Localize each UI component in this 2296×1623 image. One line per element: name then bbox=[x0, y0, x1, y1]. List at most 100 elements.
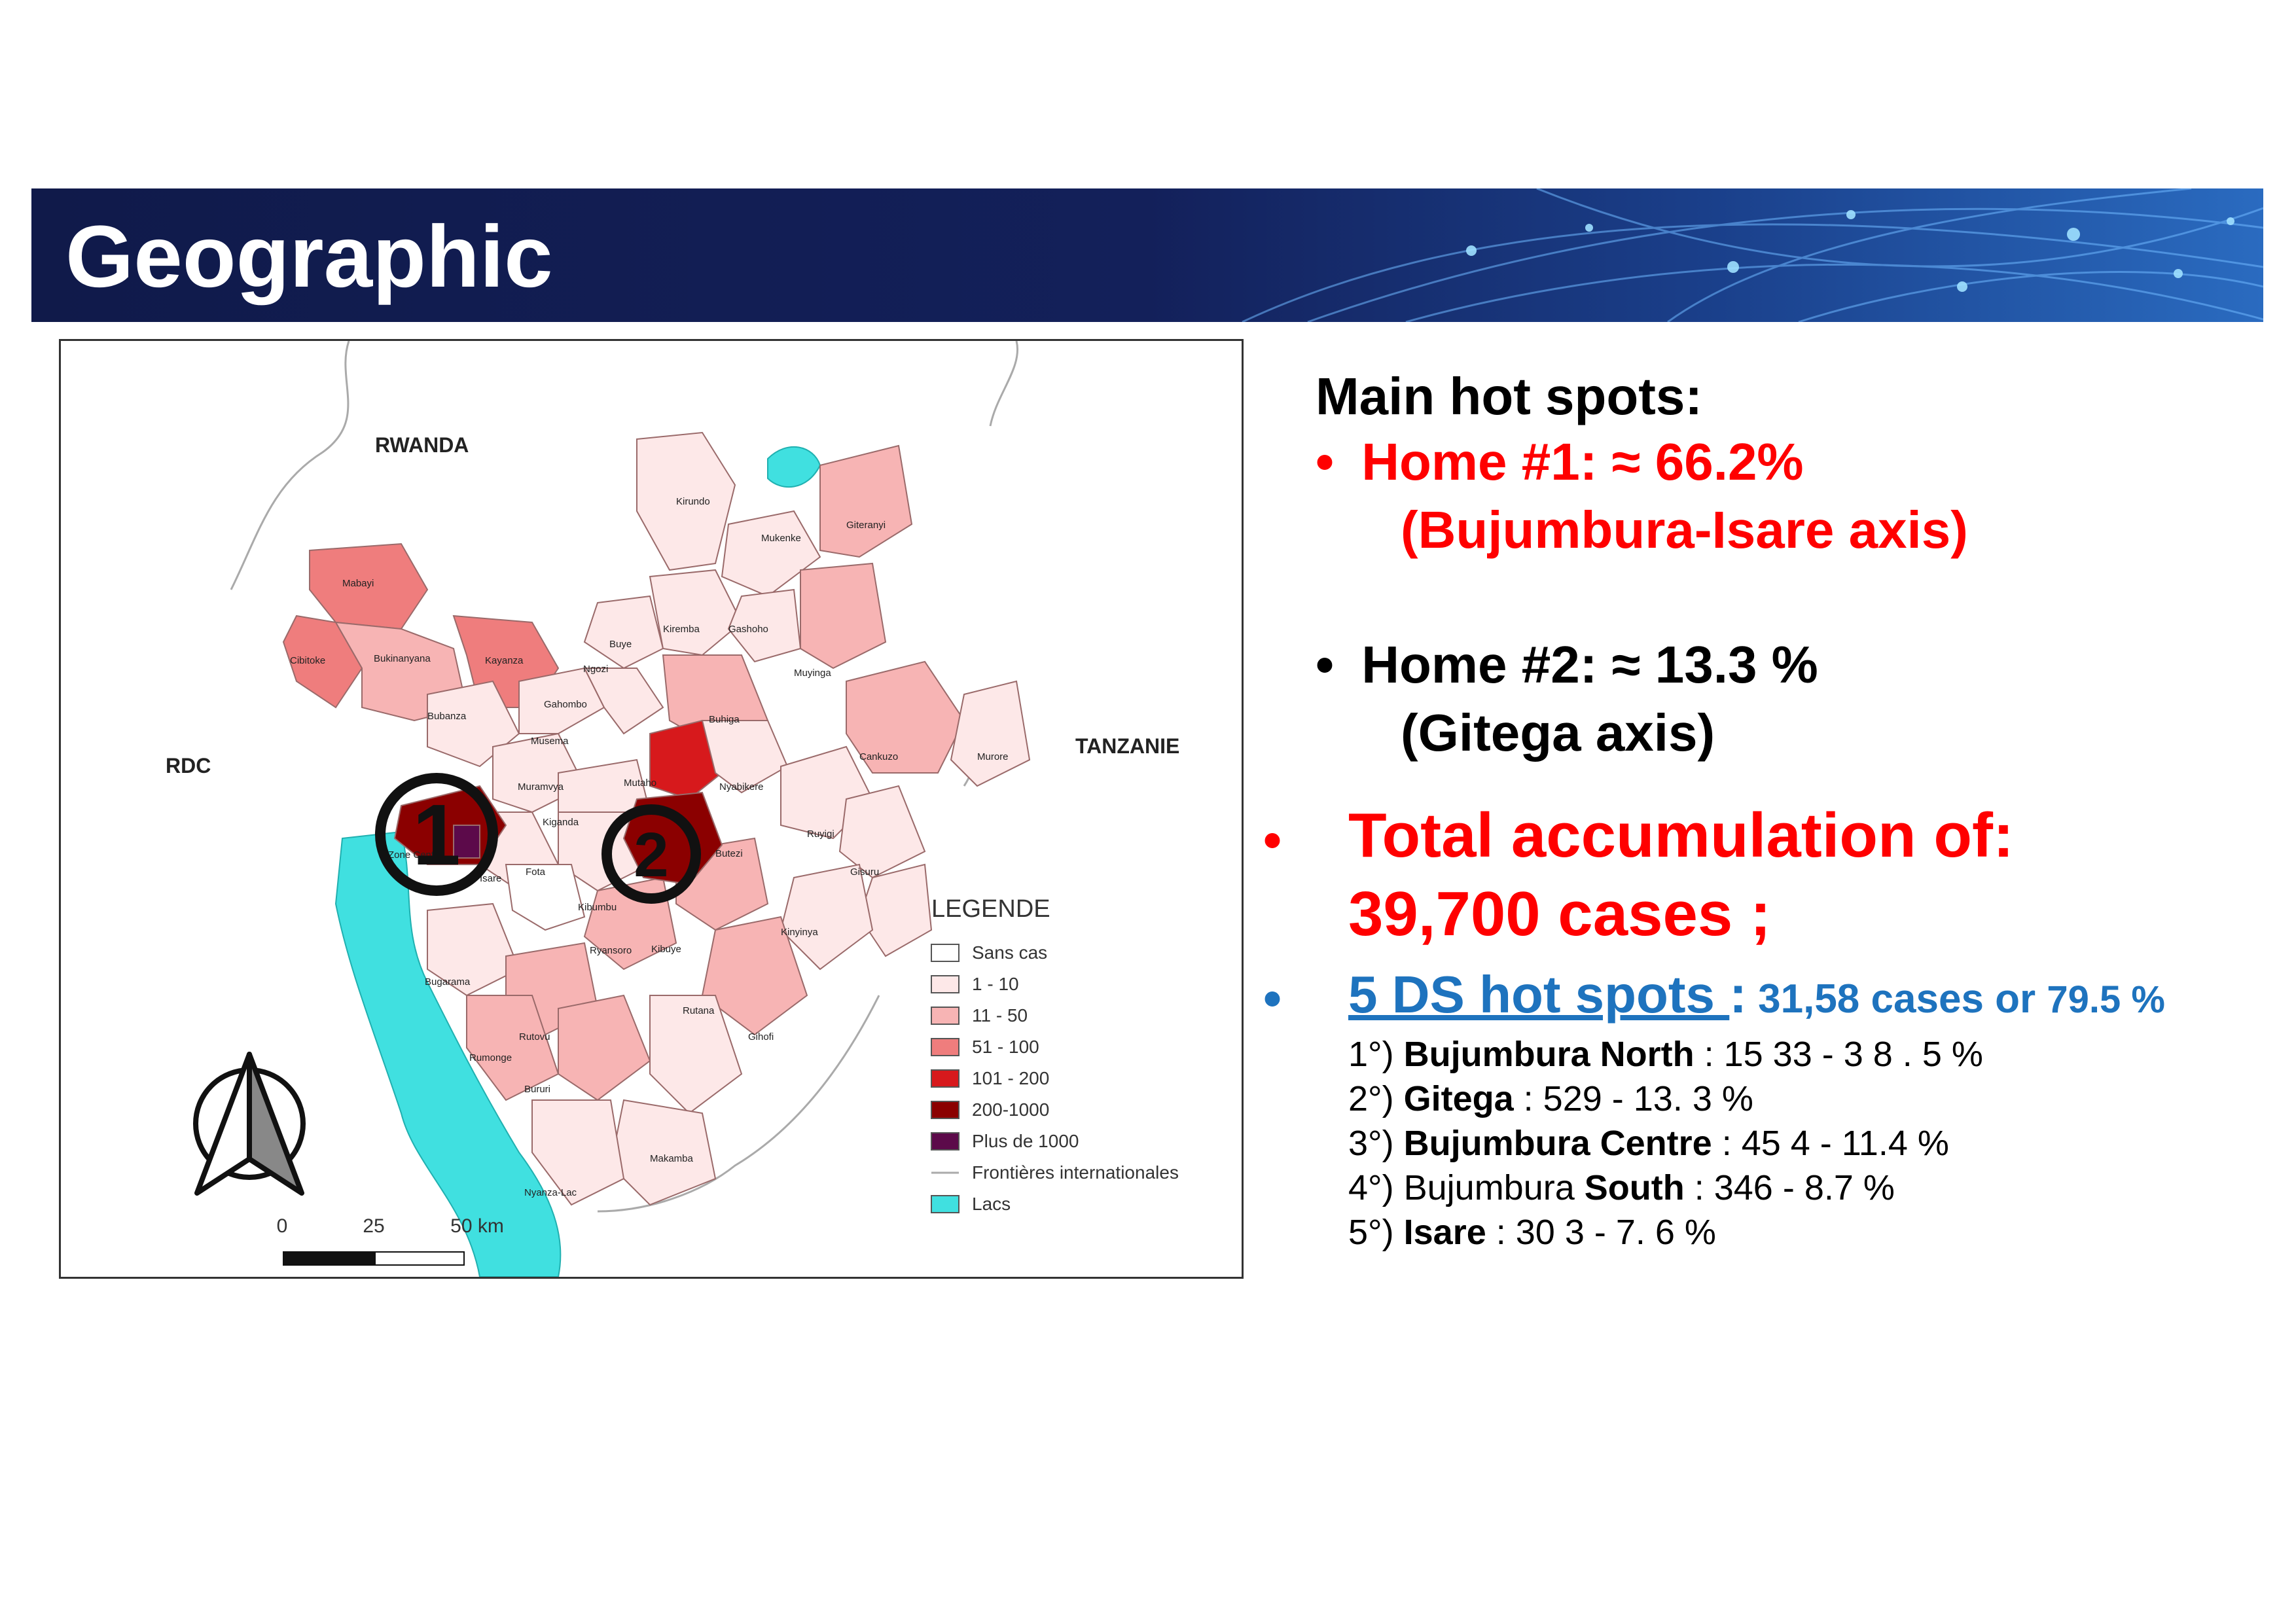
district-label: Mukenke bbox=[761, 533, 801, 544]
ds-item-name: Gitega bbox=[1403, 1079, 1514, 1118]
district-label: Gisuru bbox=[850, 866, 879, 878]
district-label: Kibuye bbox=[651, 944, 681, 955]
total-line2: 39,700 cases ; bbox=[1348, 879, 1771, 949]
home2-item: • Home #2: ≈ 13.3 % bbox=[1316, 635, 1818, 695]
district-label: Gihofi bbox=[748, 1031, 774, 1043]
legend-label: Plus de 1000 bbox=[972, 1131, 1079, 1151]
title-banner: Geographic bbox=[31, 188, 2263, 322]
ds-item-name: Isare bbox=[1403, 1213, 1486, 1252]
district-labels: Mabayi Cibitoke Bukinanyana Kayanza Buye… bbox=[290, 496, 1009, 1198]
district-label: Ryansoro bbox=[590, 945, 632, 956]
ds-cases-or: cases or bbox=[1859, 976, 2047, 1022]
district-label: Bururi bbox=[524, 1084, 550, 1095]
map-figure: RWANDA RDC TANZANIE Mabayi Cibitoke Buki… bbox=[59, 339, 1244, 1279]
legend-label: Sans cas bbox=[972, 942, 1047, 963]
legend-swatch bbox=[931, 1195, 960, 1213]
district-label: Rumonge bbox=[469, 1052, 512, 1063]
page-title: Geographic bbox=[65, 208, 553, 306]
bullet: • bbox=[1316, 433, 1335, 491]
district-label: Ruyigi bbox=[807, 829, 834, 840]
burundi-map: RWANDA RDC TANZANIE Mabayi Cibitoke Buki… bbox=[166, 341, 1179, 1277]
legend-swatch bbox=[931, 944, 960, 962]
district-label: Kibumbu bbox=[578, 902, 617, 913]
ds-count: 31,58 bbox=[1746, 976, 1860, 1022]
legend-swatch bbox=[931, 1007, 960, 1025]
ds-item-value: : 45 4 - 11.4 % bbox=[1712, 1124, 1949, 1163]
lake-tanganyika bbox=[334, 830, 562, 1277]
ds-item-name: Bujumbura Centre bbox=[1403, 1124, 1712, 1163]
ds-hotspots-link[interactable]: 5 DS hot spots bbox=[1348, 965, 1730, 1024]
ds-summary: 5 DS hot spots : 31,58 cases or 79.5 % bbox=[1348, 965, 2165, 1025]
district-label: Bugarama bbox=[425, 976, 471, 988]
district-label: Fota bbox=[526, 866, 546, 878]
hotspot-marker-1-label: 1 bbox=[412, 787, 460, 883]
district-label: Cibitoke bbox=[290, 655, 325, 666]
legend-label: 11 - 50 bbox=[972, 1005, 1028, 1026]
district-label: Kiremba bbox=[663, 624, 700, 635]
home1-item: • Home #1: ≈ 66.2% bbox=[1316, 432, 1804, 492]
legend-label: Frontières internationales bbox=[972, 1162, 1179, 1183]
scale-bar: 0 25 50 km bbox=[277, 1215, 504, 1266]
district-label: Mabayi bbox=[342, 578, 374, 589]
district-label: Kinyinya bbox=[781, 927, 818, 938]
district-label: Buye bbox=[609, 639, 632, 650]
country-label-tanzanie: TANZANIE bbox=[1075, 734, 1179, 758]
ds-item-prefix: 1°) bbox=[1348, 1035, 1404, 1074]
district-label: Isare bbox=[480, 873, 501, 884]
ds-item: 2°) Gitega : 529 - 13. 3 % bbox=[1348, 1079, 1753, 1119]
district-label: Buhiga bbox=[709, 714, 740, 725]
home2-label: Home #2: ≈ 13.3 % bbox=[1361, 635, 1818, 694]
district-label: Murore bbox=[977, 751, 1009, 762]
bullet: • bbox=[1316, 635, 1335, 694]
hotspot-marker-1: 1 bbox=[375, 773, 498, 896]
district-label: Muyinga bbox=[794, 668, 831, 679]
district-label: Gahombo bbox=[544, 699, 587, 710]
hotspot-marker-2-label: 2 bbox=[634, 820, 668, 890]
district-label: Gashoho bbox=[728, 624, 768, 635]
legend-label: 200-1000 bbox=[972, 1099, 1049, 1120]
country-label-rdc: RDC bbox=[166, 754, 211, 777]
bullet: • bbox=[1263, 811, 1282, 869]
legend-label: 51 - 100 bbox=[972, 1037, 1039, 1057]
legend-swatch bbox=[931, 1069, 960, 1088]
ds-pct: 79.5 % bbox=[2047, 978, 2165, 1021]
map-legend: LEGENDE Sans cas 1 - 10 11 - 50 51 - 100… bbox=[931, 895, 1179, 1214]
district-label: Rutana bbox=[683, 1005, 715, 1016]
legend-label: 1 - 10 bbox=[972, 974, 1019, 994]
district-label: Giteranyi bbox=[846, 520, 886, 531]
ds-item-name: Bujumbura North bbox=[1403, 1035, 1695, 1074]
district-label: Makamba bbox=[650, 1153, 694, 1164]
north-arrow-icon bbox=[193, 1052, 306, 1196]
banner-network-decoration bbox=[1242, 188, 2263, 322]
ds-item: 4°) Bujumbura South : 346 - 8.7 % bbox=[1348, 1168, 1895, 1208]
district-label: Bukinanyana bbox=[374, 653, 431, 664]
ds-item-value: : 30 3 - 7. 6 % bbox=[1486, 1213, 1716, 1252]
ds-item-value: : 529 - 13. 3 % bbox=[1513, 1079, 1753, 1118]
scale-label: 25 bbox=[363, 1215, 384, 1237]
legend-swatch bbox=[931, 1132, 960, 1150]
district-label: Butezi bbox=[715, 848, 743, 859]
scale-label: 0 bbox=[277, 1215, 288, 1237]
main-hotspots-title: Main hot spots: bbox=[1316, 367, 1703, 425]
district-label: Ngozi bbox=[583, 664, 608, 675]
district-label: Bubanza bbox=[427, 711, 467, 722]
home1-label: Home #1: ≈ 66.2% bbox=[1361, 433, 1804, 491]
total-line1: Total accumulation of: bbox=[1348, 800, 2014, 870]
ds-item-value: : 346 - 8.7 % bbox=[1684, 1168, 1895, 1207]
legend-swatch bbox=[931, 1038, 960, 1056]
legend-label: Lacs bbox=[972, 1194, 1011, 1214]
legend-swatch bbox=[931, 1101, 960, 1119]
ds-item-prefix: 4°) Bujumbura bbox=[1348, 1168, 1585, 1207]
ds-item-prefix: 3°) bbox=[1348, 1124, 1404, 1163]
ds-item-prefix: 2°) bbox=[1348, 1079, 1404, 1118]
district-label: Nyabikere bbox=[719, 781, 764, 793]
home2-sub: (Gitega axis) bbox=[1401, 704, 1715, 762]
lake-rweru bbox=[767, 446, 821, 488]
ds-item-value: : 15 33 - 3 8 . 5 % bbox=[1694, 1035, 1983, 1074]
legend-title: LEGENDE bbox=[931, 895, 1050, 923]
ds-item: 1°) Bujumbura North : 15 33 - 3 8 . 5 % bbox=[1348, 1034, 1983, 1075]
district-label: Mutaho bbox=[624, 777, 656, 789]
legend-label: 101 - 200 bbox=[972, 1068, 1049, 1088]
ds-colon: : bbox=[1729, 965, 1747, 1024]
hotspot-marker-2: 2 bbox=[601, 804, 701, 904]
